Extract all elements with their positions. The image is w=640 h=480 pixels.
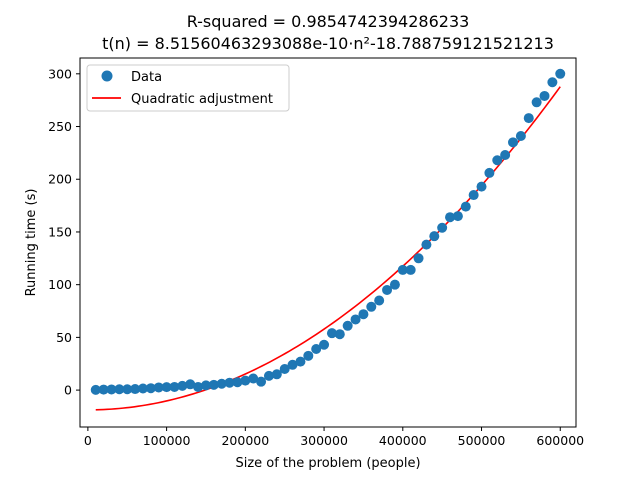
- y-tick-label: 50: [56, 330, 72, 345]
- data-point: [177, 380, 188, 391]
- data-point: [263, 370, 274, 381]
- data-point: [200, 380, 211, 391]
- data-point: [232, 377, 243, 388]
- data-point: [405, 264, 416, 275]
- data-point: [185, 379, 196, 390]
- data-point: [492, 155, 503, 166]
- data-point: [413, 253, 424, 264]
- data-point: [224, 377, 235, 388]
- data-point: [397, 264, 408, 275]
- x-tick-label: 400000: [379, 433, 427, 448]
- data-point: [452, 211, 463, 222]
- data-point: [334, 329, 345, 340]
- chart-title-line1: R-squared = 0.9854742394286233: [187, 12, 470, 31]
- data-point: [311, 343, 322, 354]
- data-point: [445, 212, 456, 223]
- plot-area: [79, 57, 577, 428]
- legend-marker-data: [101, 70, 113, 82]
- y-tick-label: 150: [48, 224, 72, 239]
- x-tick-label: 100000: [143, 433, 191, 448]
- data-point: [248, 373, 259, 384]
- y-axis-ticks: 0 50 100 150 200 250 300: [48, 66, 80, 398]
- data-point: [358, 309, 369, 320]
- data-point: [130, 384, 141, 395]
- y-tick-label: 0: [64, 383, 72, 398]
- fit-line-layer: [95, 86, 561, 411]
- data-point: [279, 364, 290, 375]
- data-point: [137, 383, 148, 394]
- data-point: [145, 383, 156, 394]
- data-point: [122, 384, 133, 395]
- x-tick-label: 300000: [300, 433, 348, 448]
- data-point: [437, 222, 448, 233]
- data-point: [271, 369, 282, 380]
- scatter-points-layer: [90, 68, 566, 395]
- x-tick-label: 0: [84, 433, 92, 448]
- axes-frame: [79, 57, 577, 428]
- x-tick-label: 200000: [221, 433, 269, 448]
- data-point: [319, 339, 330, 350]
- quadratic-fit-line: [95, 86, 561, 411]
- x-axis-label: Size of the problem (people): [235, 456, 420, 471]
- y-axis-label: Running time (s): [24, 189, 39, 297]
- data-point: [342, 320, 353, 331]
- data-point: [326, 328, 337, 339]
- legend-label-data: Data: [131, 70, 162, 85]
- chart-title-line2: t(n) = 8.51560463293088e-10·n²-18.788759…: [102, 34, 554, 53]
- legend-label-quadratic: Quadratic adjustment: [131, 92, 273, 107]
- x-tick-label: 600000: [536, 433, 584, 448]
- data-point: [295, 356, 306, 367]
- data-point: [366, 301, 377, 312]
- data-point: [287, 359, 298, 370]
- data-point: [256, 376, 267, 387]
- data-point: [90, 384, 101, 395]
- data-point: [421, 239, 432, 250]
- data-point: [382, 284, 393, 295]
- y-tick-label: 300: [48, 66, 72, 81]
- data-point: [389, 279, 400, 290]
- legend: Data Quadratic adjustment: [86, 64, 290, 112]
- x-axis-ticks: 0 100000 200000 300000 400000 500000 600000: [84, 427, 584, 448]
- data-point: [555, 68, 566, 79]
- x-tick-label: 500000: [458, 433, 506, 448]
- y-tick-label: 100: [48, 277, 72, 292]
- data-point: [303, 350, 314, 361]
- data-point: [476, 181, 487, 192]
- data-point: [531, 97, 542, 108]
- data-point: [169, 381, 180, 392]
- data-point: [106, 384, 117, 395]
- data-point: [468, 190, 479, 201]
- legend-box: [86, 64, 290, 112]
- data-point: [500, 149, 511, 160]
- data-point: [161, 382, 172, 393]
- data-point: [208, 379, 219, 390]
- data-point: [114, 384, 125, 395]
- data-point: [374, 295, 385, 306]
- y-tick-label: 200: [48, 172, 72, 187]
- data-point: [429, 231, 440, 242]
- data-point: [193, 381, 204, 392]
- data-point: [515, 131, 526, 142]
- data-point: [547, 77, 558, 88]
- data-point: [460, 201, 471, 212]
- data-point: [153, 382, 164, 393]
- data-point: [216, 378, 227, 389]
- data-point: [240, 375, 251, 386]
- data-point: [98, 384, 109, 395]
- data-point: [350, 314, 361, 325]
- data-point: [523, 113, 534, 124]
- data-point: [484, 167, 495, 178]
- data-point: [539, 90, 550, 101]
- y-tick-label: 250: [48, 119, 72, 134]
- data-point: [508, 137, 519, 148]
